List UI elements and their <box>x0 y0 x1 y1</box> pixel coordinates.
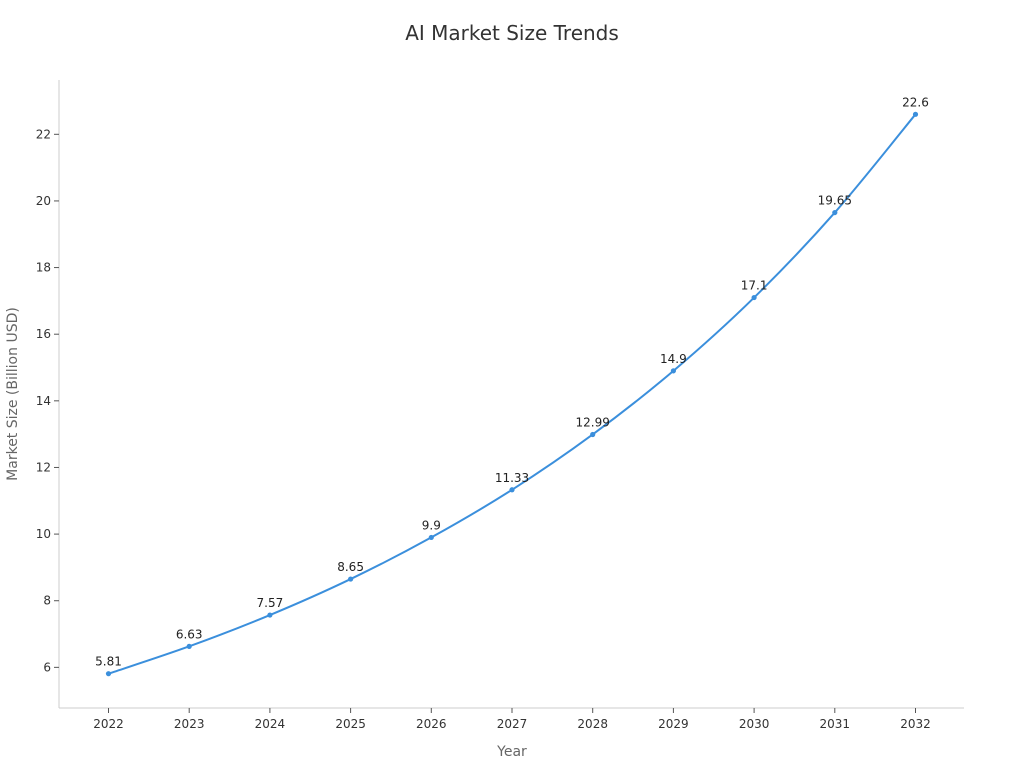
x-tick-label: 2029 <box>658 717 689 731</box>
series-line <box>108 113 917 675</box>
x-tick-label: 2031 <box>820 717 851 731</box>
data-label: 11.33 <box>495 471 529 485</box>
x-tick-label: 2032 <box>900 717 931 731</box>
y-ticks: 6 8 10 12 14 16 18 20 22 <box>36 127 59 674</box>
data-point <box>267 612 273 618</box>
x-axis-title: Year <box>496 744 527 760</box>
y-tick-label: 8 <box>43 594 51 608</box>
data-label: 14.9 <box>660 352 687 366</box>
data-label: 6.63 <box>176 627 203 641</box>
y-tick-label: 22 <box>36 127 51 141</box>
data-label: 12.99 <box>576 415 610 429</box>
y-tick-label: 12 <box>36 460 51 474</box>
x-tick-label: 2024 <box>255 717 286 731</box>
y-tick-label: 20 <box>36 194 51 208</box>
data-labels: 5.81 6.63 7.57 8.65 9.9 11.33 12.99 14.9 17.1 19.… <box>95 95 929 668</box>
x-tick-label: 2026 <box>416 717 447 731</box>
y-tick-label: 6 <box>43 660 51 674</box>
x-tick-label: 2023 <box>174 717 205 731</box>
data-point <box>186 643 192 649</box>
data-label: 5.81 <box>95 655 122 669</box>
data-points <box>105 111 919 677</box>
data-point <box>670 368 677 374</box>
y-tick-label: 16 <box>36 327 51 341</box>
data-point <box>751 294 757 301</box>
data-point <box>912 111 919 117</box>
data-label: 8.65 <box>337 560 364 574</box>
y-axis-title: Market Size (Billion USD) <box>5 307 21 481</box>
x-tick-label: 2027 <box>497 717 528 731</box>
data-point <box>509 487 515 493</box>
chart-title: AI Market Size Trends <box>405 21 619 45</box>
y-tick-label: 10 <box>36 527 51 541</box>
x-ticks: 2022 2023 2024 2025 2026 2027 2028 2029 2030 2031… <box>93 708 931 731</box>
data-label: 7.57 <box>257 596 284 610</box>
x-tick-label: 2025 <box>335 717 366 731</box>
data-point <box>105 671 112 677</box>
y-tick-label: 18 <box>36 261 51 275</box>
axes <box>58 80 964 709</box>
x-tick-label: 2030 <box>739 717 770 731</box>
data-label: 19.65 <box>818 194 852 208</box>
data-point <box>590 431 596 438</box>
y-tick-label: 14 <box>36 394 51 408</box>
x-tick-label: 2022 <box>93 717 124 731</box>
data-label: 22.6 <box>902 95 929 109</box>
data-label: 9.9 <box>422 518 441 532</box>
data-point <box>348 576 354 582</box>
data-point <box>832 209 838 216</box>
x-tick-label: 2028 <box>577 717 608 731</box>
data-label: 17.1 <box>741 279 768 293</box>
data-point <box>428 534 434 541</box>
